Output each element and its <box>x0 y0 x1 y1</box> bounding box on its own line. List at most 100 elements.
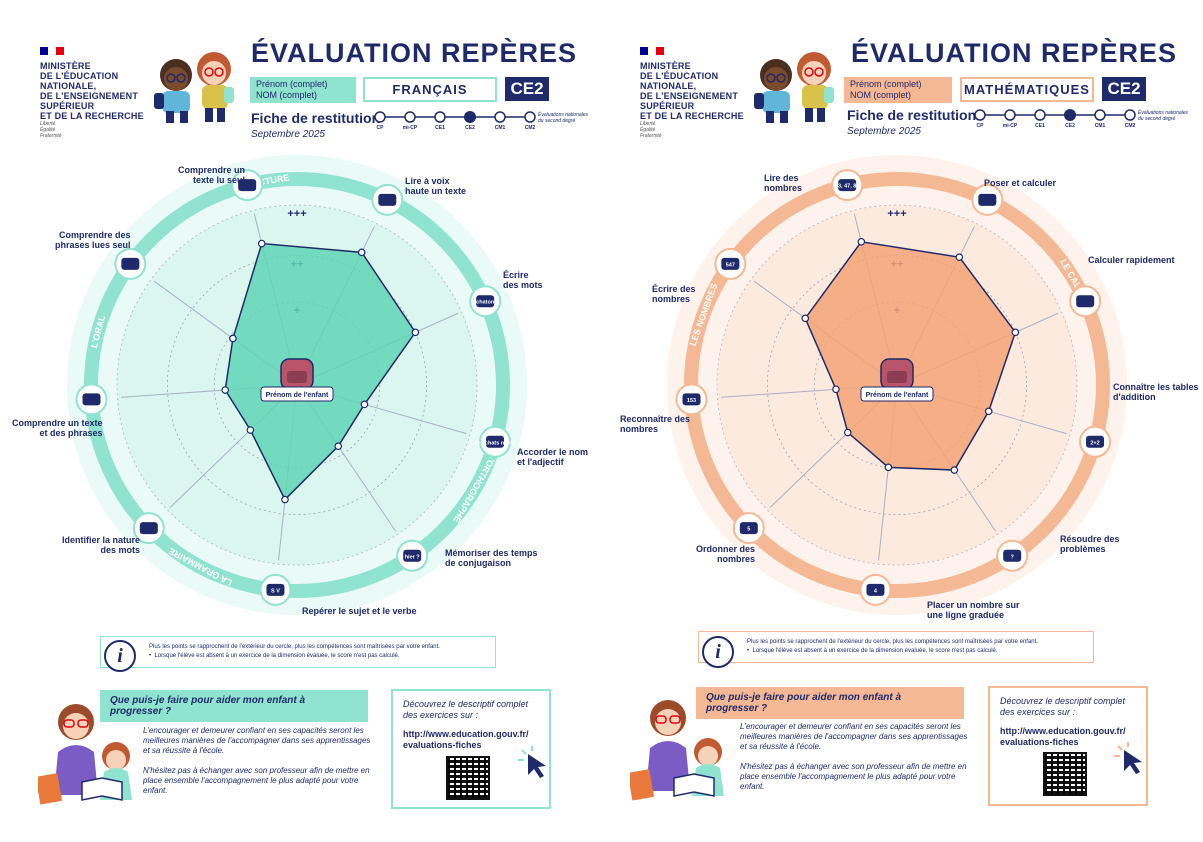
timeline-label: CM2 <box>524 125 536 131</box>
skill-icon-glyph <box>486 435 505 448</box>
info-box: Plus les points se rapprochent de l'exté… <box>100 636 496 668</box>
skill-icon-glyph <box>266 583 285 596</box>
ministry-name: Ministère de l'Éducation nationale, de l'En… <box>40 61 144 121</box>
republic-motto: Liberté Égalité Fraternité <box>40 121 62 139</box>
info-icon: i <box>104 640 136 672</box>
level-marker: +++ <box>887 208 906 220</box>
score-point <box>1011 328 1020 337</box>
info-box: Plus les points se rapprochent de l'exté… <box>698 631 1094 663</box>
score-polygon <box>804 240 1017 471</box>
info-icon: i <box>702 636 734 668</box>
french-flag-icon <box>640 47 664 55</box>
skill-icon-glyph <box>238 179 257 192</box>
skill-label: Reconnaître des nombres <box>620 414 691 434</box>
level-timeline <box>974 109 1136 121</box>
skill-label: Accorder le nom et l'adjectif <box>517 447 589 467</box>
timeline-label: CE2 <box>1065 123 1075 129</box>
children-illustration <box>754 52 834 123</box>
timeline-label: CE2 <box>465 125 475 131</box>
level-box: CE2 <box>505 77 549 101</box>
page-title: ÉVALUATION REPÈRES <box>851 38 1178 68</box>
timeline-label: mi-CP <box>1002 123 1018 129</box>
help-paragraph: N'hésitez pas à échanger avec son profes… <box>740 762 967 791</box>
skill-icon-text: 5 <box>747 527 750 533</box>
resources-box: Découvrez le descriptif complet des exer… <box>391 689 551 809</box>
skill-label: Connaître les tables d'addition <box>1113 382 1199 402</box>
fiche-title: Fiche de restitution <box>251 110 381 126</box>
score-point <box>411 328 420 337</box>
skill-icon-glyph <box>121 257 140 270</box>
skill-icon-text: 2+2 <box>1090 440 1099 446</box>
level-box: CE2 <box>1102 77 1146 101</box>
resources-intro: Découvrez le descriptif complet des exer… <box>403 699 529 720</box>
skill-icon-text: les chats noirs <box>476 440 515 446</box>
score-point <box>357 248 366 257</box>
cursor-click-icon <box>1114 742 1142 774</box>
timeline-label: CP <box>376 125 384 131</box>
score-point <box>221 386 229 394</box>
timeline-label: CM1 <box>1094 123 1106 129</box>
sheet-mathematiques: Ministère de l'Éducation nationale, de l'En… <box>600 0 1200 842</box>
skill-icon-text: 153 <box>687 398 696 404</box>
cursor-click-icon <box>518 746 546 778</box>
child-name-label: Prénom de l'enfant <box>866 392 929 399</box>
resources-intro: Découvrez le descriptif complet des exer… <box>1000 696 1126 717</box>
subject-box: FRANÇAIS <box>363 77 497 102</box>
parent-child-illustration <box>38 704 132 805</box>
help-paragraph: L'encourager et demeurer confiant en ses… <box>143 726 371 755</box>
skill-icon-text: hier ? <box>405 554 421 560</box>
score-point <box>246 426 255 434</box>
skill-label: Poser et calculer <box>984 178 1057 188</box>
qr-code[interactable] <box>1043 752 1087 796</box>
skill-label: Comprendre des phrases lues seul <box>55 230 131 250</box>
timeline-label: CE1 <box>1035 123 1045 129</box>
skill-icon-glyph <box>682 393 701 406</box>
timeline-label: CM1 <box>494 125 506 131</box>
skill-icon-glyph <box>866 583 885 596</box>
skill-icon-text: chaton <box>476 300 495 306</box>
score-point <box>955 253 964 261</box>
skill-label: Écrire des nombres <box>652 284 696 304</box>
resources-link[interactable]: http://www.education.gouv.fr/ evaluation… <box>403 729 529 750</box>
skill-icon-glyph <box>403 549 422 562</box>
help-title: Que puis-je faire pour aider mon enfant … <box>100 690 368 722</box>
timeline-note: Évaluations nationales du second degré <box>1138 110 1189 122</box>
skill-label: Comprendre un texte lu seul <box>178 165 246 185</box>
score-point <box>884 463 893 472</box>
score-point <box>984 407 993 416</box>
skill-label: Ordonner des nombres <box>696 544 756 564</box>
skill-icon-glyph <box>739 522 758 535</box>
timeline-label: mi-CP <box>402 125 418 131</box>
level-marker: +++ <box>287 208 306 220</box>
student-name-box: Prénom (complet) NOM (complet) <box>250 77 356 103</box>
skill-label: Placer un nombre sur une ligne graduée <box>927 600 1020 620</box>
skill-icon-glyph <box>1086 435 1105 448</box>
score-point <box>843 428 852 437</box>
skill-icon-glyph <box>378 193 397 206</box>
child-name-label: Prénom de l'enfant <box>266 392 329 399</box>
score-point <box>801 314 810 323</box>
help-title: Que puis-je faire pour aider mon enfant … <box>696 687 964 719</box>
skill-icon-glyph <box>82 393 101 406</box>
sheet-francais: Ministère de l'Éducation nationale, de l'En… <box>0 0 600 842</box>
fiche-title: Fiche de restitution <box>847 107 977 123</box>
session-date: Septembre 2025 <box>251 129 325 140</box>
skill-icon-glyph <box>838 179 857 192</box>
subject-box: MATHÉMATIQUES <box>960 77 1094 102</box>
republic-motto: Liberté Égalité Fraternité <box>640 121 662 139</box>
score-point <box>229 334 237 343</box>
score-point <box>950 466 959 474</box>
skill-icon-glyph <box>139 522 158 535</box>
level-timeline <box>374 111 536 123</box>
skill-icon-glyph <box>1003 549 1022 562</box>
skill-icon-glyph <box>1076 295 1095 308</box>
qr-code[interactable] <box>446 756 490 800</box>
backpack-pocket <box>287 371 307 383</box>
resources-link[interactable]: http://www.education.gouv.fr/ evaluation… <box>1000 726 1126 747</box>
timeline-note: Évaluations nationales du second degré <box>538 112 589 124</box>
page-title: ÉVALUATION REPÈRES <box>251 38 578 68</box>
score-polygon <box>224 242 417 501</box>
timeline-label: CP <box>976 123 984 129</box>
skill-label: Repérer le sujet et le verbe <box>302 606 417 616</box>
center-name-box <box>860 386 934 402</box>
